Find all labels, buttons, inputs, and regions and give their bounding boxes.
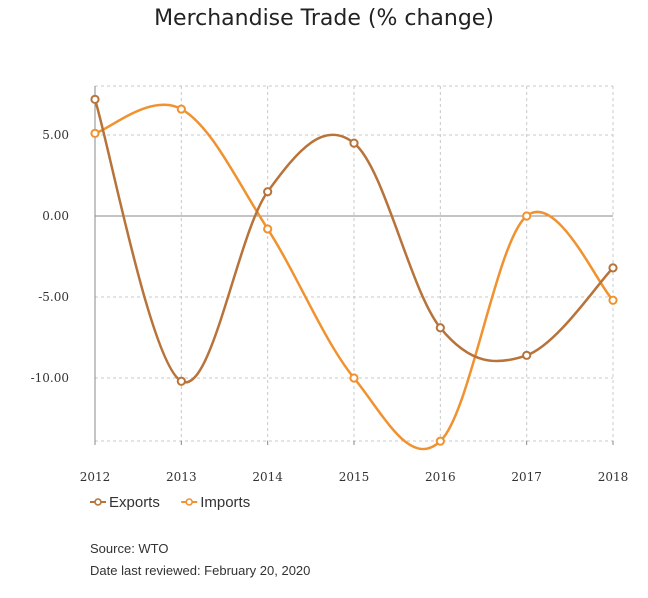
x-tick-label: 2012 bbox=[80, 470, 111, 484]
legend-label: Imports bbox=[200, 494, 250, 511]
imports-point[interactable] bbox=[608, 295, 618, 305]
y-tick-label: 0.00 bbox=[42, 209, 69, 223]
imports-point[interactable] bbox=[176, 104, 186, 114]
legend-item-exports[interactable]: Exports bbox=[90, 494, 160, 511]
imports-point[interactable] bbox=[349, 373, 359, 383]
x-tick-label: 2014 bbox=[252, 470, 283, 484]
exports-point[interactable] bbox=[176, 376, 186, 386]
reviewed-date: Date last reviewed: February 20, 2020 bbox=[90, 563, 311, 578]
legend: Exports Imports bbox=[90, 494, 250, 511]
y-tick-label: -5.00 bbox=[38, 290, 69, 304]
series-layer bbox=[90, 94, 618, 451]
exports-point[interactable] bbox=[435, 323, 445, 333]
exports-line bbox=[93, 98, 614, 384]
imports-point[interactable] bbox=[522, 211, 532, 221]
exports-point[interactable] bbox=[263, 187, 273, 197]
legend-marker bbox=[94, 498, 102, 506]
exports-point[interactable] bbox=[90, 94, 100, 104]
x-tick-label: 2015 bbox=[339, 470, 370, 484]
source-notes: Source: WTO Date last reviewed: February… bbox=[90, 538, 310, 582]
legend-marker bbox=[185, 498, 193, 506]
y-tick-label: 5.00 bbox=[42, 128, 69, 142]
chart-title: Merchandise Trade (% change) bbox=[154, 6, 494, 31]
x-tick-label: 2017 bbox=[511, 470, 542, 484]
imports-point[interactable] bbox=[263, 224, 273, 234]
exports-point[interactable] bbox=[608, 263, 618, 273]
tick-labels: 5.00 0.00 -5.00 -10.00 2012 2013 2014 2015 2016 2… bbox=[31, 128, 629, 484]
series-exports bbox=[90, 94, 618, 386]
x-tick-label: 2018 bbox=[598, 470, 629, 484]
legend-label: Exports bbox=[109, 494, 160, 511]
imports-point[interactable] bbox=[90, 128, 100, 138]
imports-point[interactable] bbox=[435, 436, 445, 446]
source-text: Source: WTO bbox=[90, 541, 169, 556]
x-tick-label: 2013 bbox=[166, 470, 197, 484]
exports-point[interactable] bbox=[522, 350, 532, 360]
exports-point[interactable] bbox=[349, 138, 359, 148]
imports-line bbox=[94, 103, 614, 451]
series-imports bbox=[90, 103, 618, 451]
legend-item-imports[interactable]: Imports bbox=[181, 494, 250, 511]
y-tick-label: -10.00 bbox=[31, 371, 69, 385]
x-tick-label: 2016 bbox=[425, 470, 456, 484]
